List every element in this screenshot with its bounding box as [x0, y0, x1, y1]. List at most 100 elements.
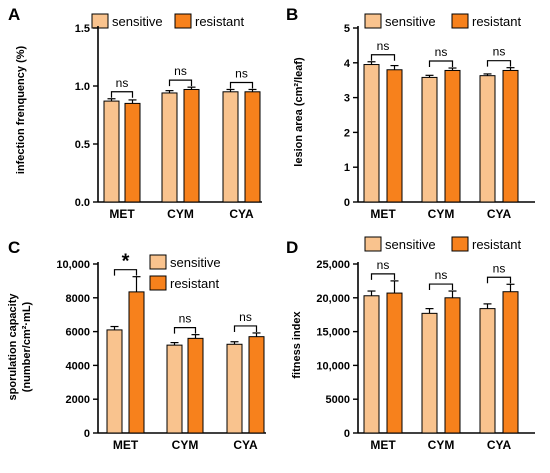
y-axis-label-line2: (number/cm²·mL)	[21, 301, 33, 392]
significance-bracket	[428, 60, 454, 68]
bar-resistant	[502, 69, 519, 203]
legend-swatch-sensitive	[364, 13, 382, 29]
legend-label-sensitive: sensitive	[385, 14, 436, 29]
y-tick-label: 0	[84, 428, 90, 440]
significance-label: ns	[493, 45, 506, 59]
panel-letter-a: A	[8, 5, 20, 24]
x-tick-label: CYA	[229, 207, 254, 221]
y-axis-label: infection frenquency (%)	[15, 45, 27, 174]
y-tick-label: 1.0	[75, 81, 90, 93]
panel-c: C sensitive resistant sporulation capaci…	[7, 238, 266, 452]
y-tick-label: 6000	[66, 327, 90, 339]
legend-swatch-resistant	[174, 13, 192, 29]
y-tick-label: 1.5	[75, 23, 90, 35]
significance-label: ns	[377, 258, 390, 272]
legend-label-resistant: resistant	[472, 237, 522, 252]
y-tick-label: 10,000	[56, 259, 90, 271]
significance-label: ns	[239, 310, 252, 324]
bar-resistant	[444, 69, 461, 203]
y-tick-label: 0.5	[75, 139, 90, 151]
x-tick-label: CYM	[167, 207, 194, 221]
y-tick-label: 8000	[66, 293, 90, 305]
bar-resistant	[244, 91, 261, 203]
bar-resistant	[444, 297, 461, 434]
legend-label-sensitive: sensitive	[385, 237, 436, 252]
y-axis-label: lesion area (cm²/leaf)	[293, 57, 305, 167]
legend-swatch-resistant	[451, 236, 469, 252]
significance-bracket	[173, 327, 197, 334]
significance-bracket	[370, 273, 396, 280]
x-tick-label: MET	[109, 207, 135, 221]
significance-label: ns	[435, 45, 448, 59]
legend-swatch-resistant	[149, 275, 167, 291]
bar-resistant	[187, 337, 204, 434]
significance-bracket	[486, 276, 512, 284]
y-tick-label: 0	[344, 197, 350, 209]
y-tick-label: 5	[344, 23, 350, 35]
significance-bracket	[233, 325, 258, 332]
panel-d: D sensitive resistant fitness index 0 500…	[286, 236, 535, 452]
panel-a: A sensitive resistant infection frenquen…	[8, 5, 262, 221]
y-tick-label: 1	[344, 162, 350, 174]
bar-sensitive	[479, 75, 496, 203]
bar-resistant	[124, 102, 141, 203]
bar-sensitive	[166, 344, 183, 434]
y-tick-label: 5000	[326, 394, 350, 406]
significance-label: ns	[179, 312, 192, 326]
panel-b: B sensitive resistant lesion area (cm²/l…	[286, 5, 535, 221]
panel-letter-b: B	[286, 5, 298, 24]
legend-label-resistant: resistant	[472, 14, 522, 29]
y-tick-label: 0	[344, 428, 350, 440]
significance-bracket	[370, 54, 396, 61]
y-tick-label: 2000	[66, 394, 90, 406]
significance-label: ns	[435, 268, 448, 282]
y-tick-label: 2	[344, 127, 350, 139]
bar-resistant	[248, 336, 265, 434]
bar-sensitive	[161, 92, 178, 203]
significance-label: ns	[377, 39, 390, 53]
y-tick-label: 20,000	[316, 293, 350, 305]
legend-swatch-sensitive	[149, 254, 167, 270]
bar-sensitive	[226, 343, 243, 434]
bar-sensitive	[103, 100, 120, 203]
bar-sensitive	[421, 312, 438, 434]
x-tick-label: CYM	[172, 438, 199, 452]
bar-sensitive	[421, 76, 438, 203]
y-tick-label: 3	[344, 93, 350, 105]
significance-bracket	[486, 60, 512, 67]
x-tick-label: CYA	[487, 438, 512, 452]
x-tick-label: CYM	[428, 438, 455, 452]
x-tick-label: MET	[370, 438, 396, 452]
y-tick-label: 0.0	[75, 197, 90, 209]
significance-bracket	[110, 91, 134, 98]
significance-label: ns	[235, 66, 248, 80]
significance-bracket	[428, 283, 454, 291]
significance-label: ns	[493, 261, 506, 275]
legend-label-resistant: resistant	[170, 276, 220, 291]
y-axis-label-line1: sporulation capacity	[7, 293, 19, 401]
bar-resistant	[386, 292, 403, 434]
legend-label-resistant: resistant	[195, 14, 245, 29]
y-axis-label: fitness index	[291, 311, 303, 379]
x-tick-label: CYM	[428, 207, 455, 221]
bar-sensitive	[363, 295, 380, 434]
bar-resistant	[502, 291, 519, 434]
panel-letter-c: C	[8, 238, 20, 257]
bar-resistant	[128, 291, 145, 434]
y-tick-label: 4	[344, 58, 351, 70]
y-tick-label: 10,000	[316, 360, 350, 372]
legend-label-sensitive: sensitive	[112, 14, 163, 29]
legend-swatch-sensitive	[364, 236, 382, 252]
x-tick-label: CYA	[233, 438, 258, 452]
significance-label: ns	[116, 76, 129, 90]
bar-resistant	[386, 69, 403, 203]
bar-sensitive	[363, 64, 380, 203]
significance-label: *	[122, 251, 130, 273]
y-tick-label: 25,000	[316, 259, 350, 271]
bar-sensitive	[106, 329, 123, 434]
legend-swatch-sensitive	[91, 13, 109, 29]
x-tick-label: MET	[113, 438, 139, 452]
significance-bracket	[168, 79, 193, 87]
significance-bracket	[229, 81, 254, 89]
